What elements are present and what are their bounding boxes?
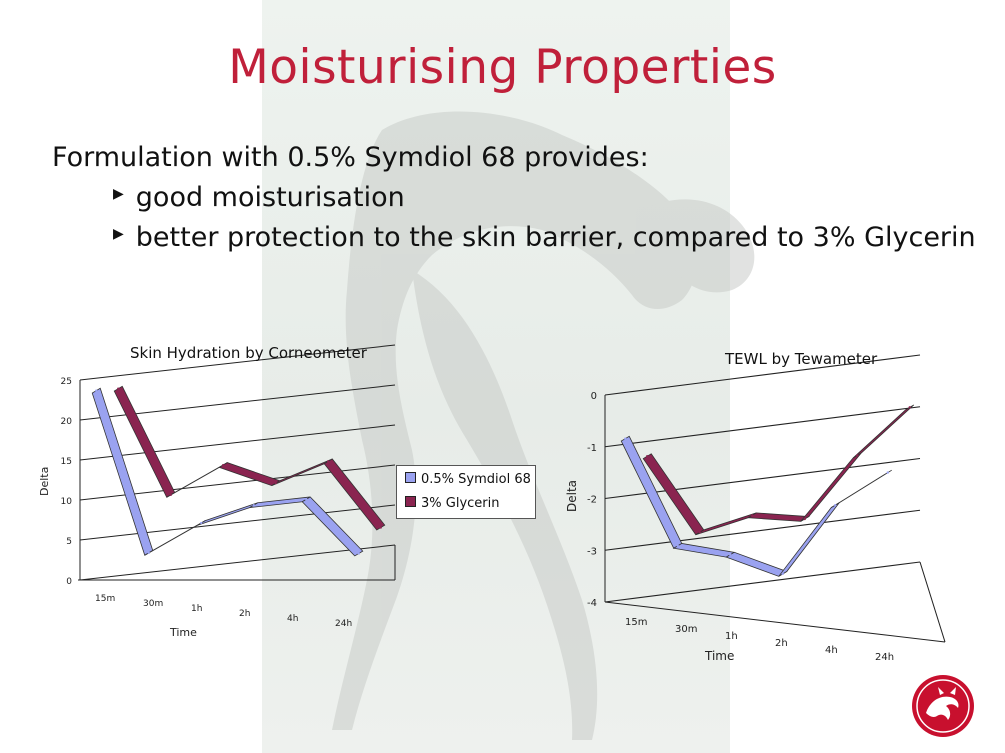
x-tick-label: 1h bbox=[191, 604, 202, 614]
y-tick-label: 5 bbox=[66, 537, 72, 547]
chart-title: Skin Hydration by Corneometer bbox=[130, 344, 368, 362]
series-segment-symdiol bbox=[197, 502, 258, 526]
x-tick-label: 2h bbox=[775, 638, 788, 649]
y-tick-label: 0 bbox=[66, 577, 72, 587]
chart-title: TEWL by Tewameter bbox=[724, 350, 878, 368]
data-point-glycerin bbox=[274, 481, 277, 485]
data-point-symdiol bbox=[886, 471, 889, 474]
gridline bbox=[604, 354, 921, 396]
data-point-glycerin bbox=[327, 460, 330, 463]
y-axis-title: Delta bbox=[565, 480, 579, 512]
series-segment-glycerin bbox=[271, 458, 333, 486]
bullet-text: better protection to the skin barrier, c… bbox=[135, 222, 976, 253]
legend-label: 0.5% Symdiol 68 bbox=[421, 472, 531, 487]
hydration-chart: 0 5 10 15 20 25 15m 30m 1h 2h 4h 24h Time Delta Skin H… bbox=[30, 335, 550, 655]
bullet-arrow-icon: ▶ bbox=[113, 226, 124, 242]
y-tick-label: 25 bbox=[61, 377, 72, 387]
data-point-glycerin bbox=[856, 454, 859, 457]
series-segment-symdiol bbox=[301, 496, 364, 557]
data-point-symdiol bbox=[729, 553, 732, 556]
series-segment-glycerin bbox=[695, 512, 757, 536]
y-tick-label: -2 bbox=[587, 495, 597, 506]
data-point-symdiol bbox=[95, 389, 98, 392]
gridline bbox=[79, 344, 396, 381]
series-segment-glycerin bbox=[852, 404, 915, 459]
bullet-item: ▶ good moisturisation bbox=[113, 182, 405, 213]
data-point-symdiol bbox=[305, 498, 308, 501]
legend-item-symdiol: 0.5% Symdiol 68 bbox=[405, 472, 531, 487]
y-tick-label: -1 bbox=[587, 443, 597, 454]
bullet-arrow-icon: ▶ bbox=[113, 186, 124, 202]
floor-right-edge bbox=[919, 561, 946, 643]
series-segment-symdiol bbox=[831, 469, 892, 508]
y-tick-label: 15 bbox=[61, 457, 72, 467]
gridline bbox=[79, 544, 396, 581]
x-tick-label: 30m bbox=[143, 599, 163, 609]
x-tick-label: 24h bbox=[875, 652, 894, 663]
x-tick-label: 4h bbox=[287, 614, 298, 624]
tewl-chart-svg: -4 -3 -2 -1 0 15m 30m 1h 2h 4h 24h Time Delta TEWL by… bbox=[565, 350, 946, 663]
data-point-glycerin bbox=[908, 406, 911, 409]
legend-swatch-glycerin bbox=[405, 496, 416, 507]
y-tick-label: -4 bbox=[587, 598, 597, 609]
data-point-glycerin bbox=[698, 531, 701, 534]
x-tick-label: 4h bbox=[825, 645, 838, 656]
x-axis-title: Time bbox=[704, 649, 734, 663]
data-point-symdiol bbox=[834, 503, 837, 507]
legend-label: 3% Glycerin bbox=[421, 496, 500, 511]
data-point-symdiol bbox=[781, 572, 784, 576]
gridline bbox=[604, 509, 921, 551]
legend-item-glycerin: 3% Glycerin bbox=[405, 496, 499, 511]
data-point-glycerin bbox=[169, 493, 172, 497]
y-tick-label: 10 bbox=[61, 497, 73, 507]
data-point-symdiol bbox=[252, 503, 255, 507]
data-point-glycerin bbox=[646, 454, 649, 458]
tewl-chart: -4 -3 -2 -1 0 15m 30m 1h 2h 4h 24h Time Delta TEWL by… bbox=[560, 340, 980, 680]
data-point-symdiol bbox=[357, 552, 360, 555]
data-point-symdiol bbox=[147, 551, 150, 555]
gridline bbox=[604, 458, 921, 499]
y-tick-label: -3 bbox=[587, 546, 597, 557]
series-segment-symdiol bbox=[249, 496, 311, 508]
gridline bbox=[604, 561, 921, 603]
data-point-symdiol bbox=[200, 521, 203, 525]
series-segment-symdiol bbox=[144, 520, 206, 556]
gridline bbox=[79, 424, 396, 461]
legend-swatch-symdiol bbox=[405, 472, 416, 483]
data-point-symdiol bbox=[624, 437, 627, 440]
gridline bbox=[604, 406, 921, 448]
hydration-chart-svg: 0 5 10 15 20 25 15m 30m 1h 2h 4h 24h Time Delta Skin H… bbox=[38, 344, 396, 639]
y-axis-title: Delta bbox=[38, 467, 51, 496]
intro-text: Formulation with 0.5% Symdiol 68 provide… bbox=[52, 142, 649, 173]
x-tick-label: 1h bbox=[725, 631, 738, 642]
x-tick-label: 30m bbox=[675, 624, 697, 635]
dragon-logo-icon bbox=[912, 675, 974, 737]
data-point-symdiol bbox=[676, 544, 679, 548]
x-tick-label: 15m bbox=[95, 594, 115, 604]
x-tick-label: 15m bbox=[625, 617, 647, 628]
series-segment-glycerin bbox=[323, 458, 386, 531]
series-segment-glycerin bbox=[218, 462, 281, 487]
series-segment-glycerin bbox=[746, 512, 811, 522]
page-title: Moisturising Properties bbox=[228, 40, 777, 95]
data-point-glycerin bbox=[379, 526, 382, 529]
bullet-item: ▶ better protection to the skin barrier, … bbox=[113, 222, 976, 253]
x-tick-label: 2h bbox=[239, 609, 250, 619]
y-tick-label: 20 bbox=[61, 417, 73, 427]
bullet-text: good moisturisation bbox=[135, 182, 405, 213]
data-point-glycerin bbox=[222, 463, 225, 467]
gridline bbox=[79, 504, 396, 541]
x-axis-title: Time bbox=[169, 626, 197, 639]
series-segment-symdiol bbox=[672, 543, 736, 558]
chart-legend: 0.5% Symdiol 68 3% Glycerin bbox=[396, 465, 536, 519]
data-point-glycerin bbox=[803, 517, 806, 521]
series-segment-glycerin bbox=[166, 462, 228, 498]
data-point-glycerin bbox=[751, 514, 754, 517]
y-tick-label: 0 bbox=[591, 391, 597, 402]
series-segment-symdiol bbox=[725, 551, 788, 577]
x-tick-label: 24h bbox=[335, 619, 352, 629]
data-point-glycerin bbox=[117, 387, 120, 390]
x-axis-line bbox=[604, 601, 946, 643]
